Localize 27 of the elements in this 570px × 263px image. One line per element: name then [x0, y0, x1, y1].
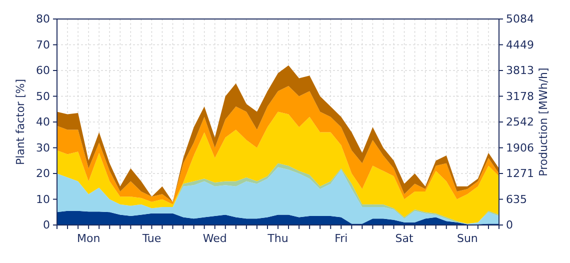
y2-tick-label: 1271 — [506, 167, 534, 180]
y-tick-label: 40 — [36, 116, 50, 129]
x-tick-label: Sun — [456, 232, 478, 245]
y2-tick-label: 4449 — [506, 38, 534, 52]
y2-tick-label: 3813 — [506, 64, 534, 78]
x-tick-label: Sat — [395, 232, 414, 245]
y2-tick-label: 635 — [506, 192, 527, 206]
x-tick-label: Thu — [266, 232, 288, 245]
y-tick-label: 20 — [36, 167, 50, 180]
y-tick-label: 0 — [43, 218, 50, 232]
y-tick-label: 70 — [36, 38, 50, 52]
y-tick-label: 50 — [36, 90, 50, 103]
y-tick-label: 80 — [36, 12, 50, 26]
y-tick-label: 10 — [36, 192, 50, 206]
y2-axis-title: Production [MWh/h] — [537, 68, 550, 176]
y2-tick-label: 1906 — [506, 141, 534, 154]
x-tick-label: Tue — [141, 232, 162, 245]
x-tick-label: Mon — [76, 232, 100, 245]
x-tick-label: Fri — [334, 232, 348, 245]
y2-tick-label: 2542 — [506, 116, 534, 129]
y-tick-label: 30 — [36, 141, 50, 154]
y2-tick-label: 5084 — [506, 12, 534, 26]
y2-tick-label: 0 — [506, 218, 513, 232]
x-tick-label: Wed — [202, 232, 227, 245]
y2-tick-label: 3178 — [506, 90, 534, 103]
y-tick-label: 60 — [36, 64, 50, 78]
y-axis-title: Plant factor [%] — [14, 79, 27, 165]
